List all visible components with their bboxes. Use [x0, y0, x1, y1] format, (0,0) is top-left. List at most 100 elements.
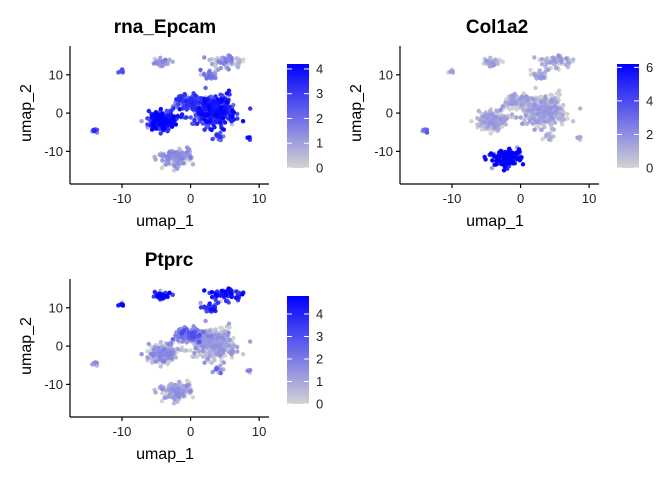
data-point — [214, 113, 219, 118]
data-point — [219, 109, 224, 114]
data-point — [194, 121, 200, 127]
data-point — [234, 56, 239, 61]
data-point — [548, 92, 553, 97]
data-point — [162, 395, 167, 400]
x-axis-label: umap_1 — [466, 213, 524, 230]
data-point — [228, 291, 233, 296]
data-point — [158, 55, 163, 60]
data-point — [209, 360, 214, 366]
data-point — [166, 360, 171, 365]
data-point — [240, 292, 245, 297]
x-tick-label: 0 — [187, 424, 194, 439]
data-point — [537, 68, 542, 73]
data-point — [541, 109, 546, 114]
data-point — [188, 115, 193, 120]
data-point — [556, 88, 562, 93]
data-point — [522, 117, 527, 123]
data-point — [558, 56, 564, 62]
data-point — [571, 57, 576, 62]
data-point — [152, 111, 158, 117]
data-point — [478, 123, 483, 128]
data-point — [198, 72, 204, 77]
data-point — [206, 74, 211, 80]
data-point — [163, 388, 169, 393]
data-point — [197, 112, 203, 117]
data-point — [532, 127, 537, 132]
data-point — [539, 57, 545, 62]
data-point — [504, 116, 509, 121]
data-point — [196, 348, 201, 354]
data-point — [197, 332, 202, 338]
data-point — [193, 93, 198, 98]
data-point — [531, 111, 536, 117]
data-point — [240, 119, 246, 124]
data-point — [533, 85, 538, 91]
data-point — [493, 162, 499, 167]
data-point — [219, 335, 224, 340]
points-layer — [90, 53, 253, 173]
y-axis-label: umap_2 — [348, 84, 365, 142]
data-point — [552, 100, 557, 106]
data-point — [542, 119, 547, 124]
data-point — [197, 100, 202, 105]
data-point — [525, 108, 530, 113]
data-point — [149, 115, 155, 120]
data-point — [528, 72, 534, 77]
data-point — [182, 92, 187, 97]
data-point — [575, 135, 580, 140]
data-point — [186, 147, 192, 152]
data-point — [203, 85, 208, 91]
data-point — [184, 115, 189, 120]
data-point — [159, 398, 165, 404]
data-point — [200, 348, 206, 354]
points-layer — [420, 53, 583, 173]
panel-title: Col1a2 — [466, 17, 528, 38]
data-point — [203, 339, 208, 344]
data-point — [530, 107, 535, 112]
y-ticks: -10 0 10 — [44, 67, 70, 159]
data-point — [188, 388, 193, 394]
data-point — [198, 67, 203, 73]
data-point — [179, 112, 185, 117]
data-point — [203, 318, 208, 324]
y-axis-label: umap_2 — [18, 317, 35, 375]
data-point — [160, 152, 166, 158]
data-point — [181, 392, 186, 397]
data-point — [222, 329, 227, 334]
data-point — [215, 97, 220, 102]
data-point — [540, 136, 545, 142]
data-point — [570, 119, 576, 124]
data-point — [205, 112, 210, 117]
data-point — [211, 355, 216, 361]
data-point — [534, 119, 540, 125]
data-point — [191, 333, 196, 338]
data-point — [175, 338, 181, 343]
data-point — [223, 59, 229, 65]
data-point — [164, 293, 169, 298]
panel-title: rna_Epcam — [114, 17, 216, 38]
data-point — [184, 384, 190, 389]
legend-tick-label: 3 — [316, 329, 323, 344]
data-point — [151, 351, 157, 357]
data-point — [229, 294, 234, 300]
data-point — [509, 98, 515, 103]
data-point — [175, 166, 180, 171]
data-point — [201, 112, 206, 118]
data-point — [207, 349, 213, 354]
data-point — [424, 130, 430, 135]
y-tick-label: -10 — [44, 144, 63, 159]
legend-tick-label: 6 — [646, 60, 653, 75]
data-point — [180, 156, 185, 161]
x-axis-label: umap_1 — [136, 446, 194, 463]
data-point — [509, 102, 514, 107]
legend-colorbar — [617, 64, 639, 168]
data-point — [554, 106, 560, 112]
data-point — [191, 121, 196, 126]
x-tick-label: -10 — [113, 424, 132, 439]
legend-ticks: 0 1 2 3 4 — [287, 307, 323, 412]
data-point — [151, 120, 156, 125]
x-ticks: -10 0 10 — [113, 417, 266, 439]
data-point — [146, 108, 151, 114]
data-point — [179, 331, 185, 336]
